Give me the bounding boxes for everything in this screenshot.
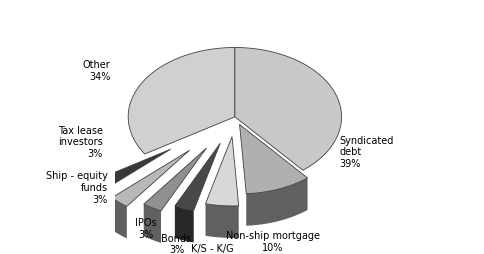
Text: K/S - K/G
5%: K/S - K/G 5%: [190, 244, 233, 254]
Polygon shape: [111, 150, 189, 207]
Polygon shape: [234, 47, 341, 170]
Text: IPOs
3%: IPOs 3%: [135, 218, 156, 240]
Text: Ship - equity
funds
3%: Ship - equity funds 3%: [46, 171, 107, 204]
Text: Syndicated
debt
39%: Syndicated debt 39%: [338, 136, 393, 169]
Polygon shape: [239, 124, 307, 194]
Polygon shape: [143, 204, 161, 243]
Polygon shape: [80, 149, 170, 197]
Polygon shape: [246, 178, 307, 226]
Polygon shape: [80, 186, 93, 229]
Polygon shape: [143, 148, 206, 211]
Polygon shape: [174, 206, 193, 242]
Text: Tax lease
investors
3%: Tax lease investors 3%: [58, 126, 103, 159]
Text: Other
34%: Other 34%: [82, 60, 110, 82]
Polygon shape: [205, 137, 238, 206]
Polygon shape: [205, 204, 238, 238]
Polygon shape: [111, 198, 126, 239]
Text: Non-ship mortgage
10%: Non-ship mortgage 10%: [226, 231, 319, 253]
Polygon shape: [128, 47, 234, 154]
Polygon shape: [174, 143, 220, 210]
Text: Bonds
3%: Bonds 3%: [161, 234, 191, 254]
